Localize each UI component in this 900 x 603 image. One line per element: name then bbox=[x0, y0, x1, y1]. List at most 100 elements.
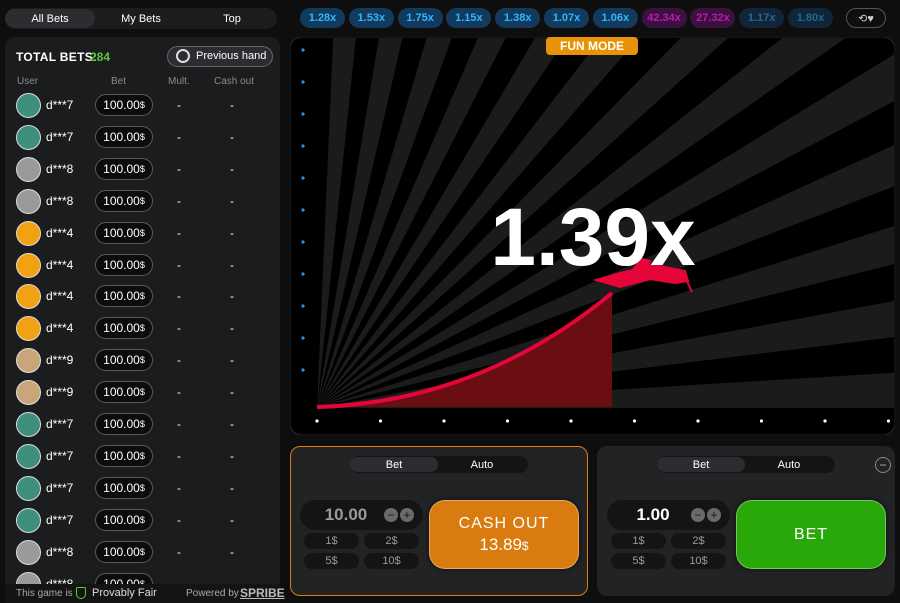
footer: This game is Provably Fair Powered by SPRIB… bbox=[5, 584, 285, 603]
bets-panel: TOTAL BETS: 284 Previous hand User Bet Mult. C… bbox=[5, 37, 280, 603]
quick-amount[interactable]: 2$ bbox=[364, 533, 419, 549]
bet-value: 100.00 bbox=[103, 448, 140, 463]
avatar bbox=[16, 348, 41, 374]
mode-tab[interactable]: Bet bbox=[350, 457, 438, 472]
shield bbox=[76, 587, 86, 599]
column-header: Mult. bbox=[168, 76, 190, 87]
user: d***7 bbox=[46, 448, 74, 463]
multiplier: - bbox=[177, 289, 181, 304]
user: d***4 bbox=[46, 225, 74, 240]
remove-panel[interactable]: − bbox=[875, 457, 891, 473]
mode-tab[interactable]: Auto bbox=[470, 458, 494, 471]
cashout: - bbox=[230, 321, 234, 336]
bet-value: 100.00 bbox=[103, 193, 140, 208]
history-pill[interactable]: 1.06x bbox=[592, 8, 638, 28]
avatar bbox=[16, 316, 41, 342]
bet-amount: 100.00$ bbox=[95, 540, 153, 563]
history-pill[interactable]: 1.53x bbox=[348, 8, 394, 28]
minus[interactable]: − bbox=[384, 508, 398, 522]
bet-value: 100.00 bbox=[103, 544, 140, 559]
quick-amount[interactable]: 10$ bbox=[364, 553, 419, 569]
bet-value: 100.00 bbox=[103, 321, 140, 336]
previous-hand-button[interactable]: Previous hand bbox=[167, 46, 273, 67]
bet-value: 100.00 bbox=[103, 98, 140, 112]
bet-value: 100.00 bbox=[103, 161, 140, 176]
avatar bbox=[16, 443, 41, 469]
tab[interactable]: All Bets bbox=[5, 9, 95, 28]
button-amount: 13.89$ bbox=[479, 535, 528, 555]
plane bbox=[592, 257, 693, 293]
bet-row: d***4 100.00 $ - - bbox=[13, 218, 277, 248]
multiplier: - bbox=[177, 448, 181, 463]
bet-currency: $ bbox=[140, 579, 145, 589]
axis-dot bbox=[301, 144, 305, 148]
bet-row: d***7 100.00 $ - - bbox=[13, 410, 277, 439]
bet-amount: 100.00$ bbox=[95, 94, 153, 116]
tab[interactable]: Top bbox=[223, 12, 241, 25]
bet-value: 100.00 bbox=[103, 225, 140, 240]
provably-fair[interactable]: Provably Fair bbox=[92, 587, 157, 599]
bet-row: d***7 100.00 $ - - bbox=[13, 505, 277, 535]
bet-amount: 100.00$ bbox=[95, 157, 153, 180]
axis-dot bbox=[823, 419, 827, 423]
quick-amount[interactable]: 1$ bbox=[611, 533, 666, 549]
axis-dot bbox=[696, 419, 700, 423]
user: d***9 bbox=[46, 353, 74, 368]
bet-currency: $ bbox=[139, 323, 145, 334]
action-button[interactable]: BET bbox=[736, 500, 886, 569]
button-label: BET bbox=[793, 525, 829, 543]
bet-currency: $ bbox=[139, 419, 145, 429]
cashout: - bbox=[230, 385, 234, 400]
quick-amount[interactable]: 5$ bbox=[304, 553, 359, 569]
tab[interactable]: My Bets bbox=[121, 12, 161, 25]
tab-bar: All Bets My Bets Top bbox=[5, 8, 277, 29]
bet-currency: $ bbox=[139, 227, 145, 238]
history-button[interactable]: ⟲♥ bbox=[846, 8, 886, 28]
user: d***7 bbox=[46, 512, 74, 527]
history-pill[interactable]: 1.07x bbox=[544, 8, 589, 28]
action-button[interactable]: CASH OUT 13.89$ bbox=[429, 500, 579, 569]
bet-amount: 100.00$ bbox=[95, 221, 153, 244]
bet-value: 100.00 bbox=[103, 417, 140, 431]
quick-amount[interactable]: 10$ bbox=[671, 553, 726, 569]
multiplier: - bbox=[177, 353, 181, 368]
axis-dot bbox=[315, 419, 319, 423]
avatar bbox=[16, 412, 41, 437]
bet-row: d***7 100.00 $ - - bbox=[13, 473, 277, 503]
history-pill[interactable]: 27.32x bbox=[690, 8, 736, 28]
mode-tab[interactable]: Bet bbox=[657, 457, 745, 472]
amount[interactable]: 1.00 bbox=[636, 505, 670, 524]
avatar bbox=[16, 220, 41, 246]
quick-amount[interactable]: 5$ bbox=[611, 553, 666, 569]
history-pill[interactable]: 1.28x bbox=[300, 8, 345, 28]
ray bbox=[317, 38, 894, 408]
avatar bbox=[16, 380, 41, 406]
avatar bbox=[16, 188, 41, 214]
bet-row: d***4 100.00 $ - - bbox=[13, 314, 277, 344]
mode-tab[interactable]: Auto bbox=[777, 458, 801, 471]
history-pill[interactable]: 42.34x bbox=[641, 8, 687, 28]
amount[interactable]: 10.00 bbox=[324, 505, 368, 524]
quick-amount[interactable]: 1$ bbox=[304, 533, 359, 549]
multiplier: - bbox=[177, 480, 181, 495]
bet-amount: 100.00$ bbox=[95, 349, 153, 372]
history-pill[interactable]: 1.38x bbox=[495, 8, 541, 28]
cashout: - bbox=[230, 353, 234, 368]
avatar bbox=[16, 539, 41, 565]
bet-currency: $ bbox=[139, 546, 145, 557]
history-pill[interactable]: 1.80x bbox=[788, 8, 833, 28]
user: d***7 bbox=[46, 417, 74, 431]
plus[interactable]: + bbox=[400, 508, 414, 522]
history-pill[interactable]: 1.17x bbox=[739, 8, 785, 28]
history-pill[interactable]: 1.75x bbox=[397, 8, 443, 28]
bet-amount: 100.00$ bbox=[95, 253, 153, 276]
minus[interactable]: − bbox=[691, 508, 705, 522]
quick-amount[interactable]: 2$ bbox=[671, 533, 726, 549]
bet-amount: 100.00$ bbox=[95, 381, 153, 404]
multiplier: 1.39x bbox=[490, 192, 695, 283]
bet-amount: 100.00$ bbox=[95, 285, 153, 308]
history-pill[interactable]: 1.15x bbox=[446, 8, 492, 28]
plus[interactable]: + bbox=[707, 508, 721, 522]
user: d***4 bbox=[46, 257, 74, 272]
